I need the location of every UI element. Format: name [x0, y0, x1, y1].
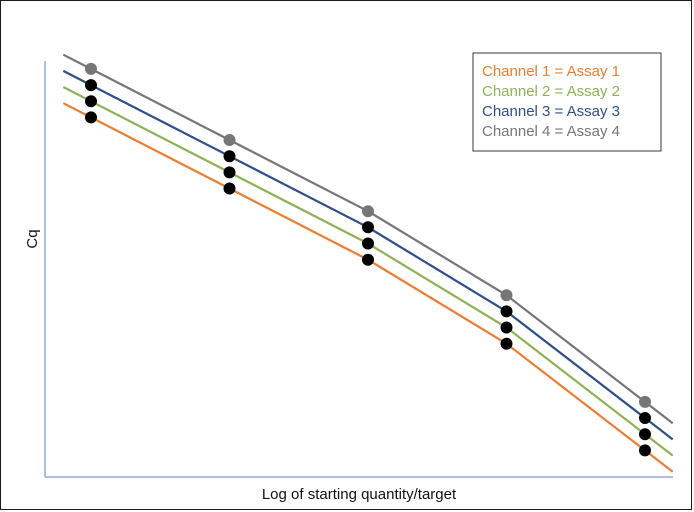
data-point-s4-3: [362, 205, 374, 217]
data-point-s3-4: [501, 305, 513, 317]
data-point-s4-5: [639, 396, 651, 408]
data-point-s3-1: [85, 79, 97, 91]
legend-entry-4: Channel 4 = Assay 4: [482, 123, 620, 140]
data-point-s1-1: [85, 111, 97, 123]
data-point-s1-3: [362, 254, 374, 266]
series-line-1: [63, 103, 672, 472]
data-point-s1-5: [639, 444, 651, 456]
data-point-s4-1: [85, 63, 97, 75]
data-point-s2-2: [224, 166, 236, 178]
data-point-s3-3: [362, 221, 374, 233]
y-axis-title: Cq: [24, 229, 41, 248]
data-point-s1-2: [224, 183, 236, 195]
data-point-s1-4: [501, 338, 513, 350]
legend-entry-3: Channel 3 = Assay 3: [482, 103, 620, 120]
legend: Channel 1 = Assay 1 Channel 2 = Assay 2 Ch…: [473, 53, 661, 151]
data-point-s3-5: [639, 412, 651, 424]
legend-entry-2: Channel 2 = Assay 2: [482, 83, 620, 100]
data-point-s2-3: [362, 238, 374, 250]
data-point-s2-1: [85, 95, 97, 107]
data-point-s2-4: [501, 322, 513, 334]
data-point-s4-2: [224, 134, 236, 146]
data-point-s2-5: [639, 428, 651, 440]
data-point-s3-2: [224, 150, 236, 162]
legend-entry-1: Channel 1 = Assay 1: [482, 63, 620, 80]
x-axis-title: Log of starting quantity/target: [262, 486, 457, 503]
data-point-s4-4: [501, 289, 513, 301]
